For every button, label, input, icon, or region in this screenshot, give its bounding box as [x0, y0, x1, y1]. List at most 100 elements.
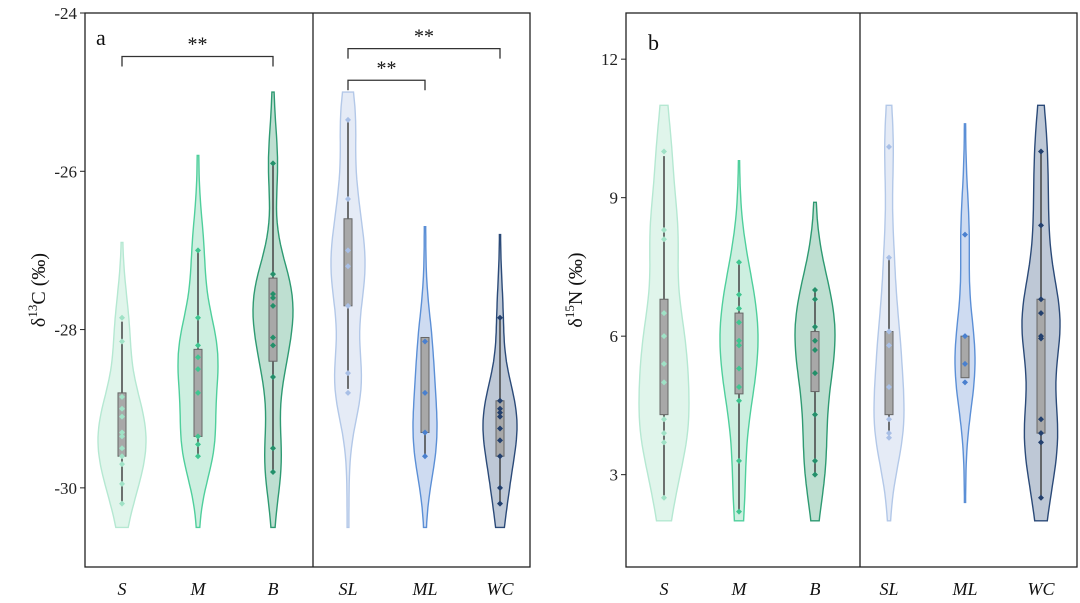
y-tick-label: 3 [610, 466, 619, 485]
violin-group-m [719, 160, 759, 522]
data-point [1038, 416, 1044, 423]
data-point [270, 294, 276, 301]
data-point [497, 314, 503, 321]
data-point [661, 439, 667, 446]
data-point [497, 405, 503, 412]
data-point [497, 453, 503, 460]
data-point [736, 365, 742, 372]
iqr-box [343, 218, 353, 307]
data-point [497, 425, 503, 432]
data-point [661, 379, 667, 386]
data-point [119, 429, 125, 436]
x-tick-label: ML [951, 579, 977, 599]
data-point [812, 296, 818, 303]
data-point [195, 453, 201, 460]
data-point [1038, 148, 1044, 155]
x-tick-label: WC [1028, 579, 1056, 599]
data-point [195, 247, 201, 254]
iqr-box [268, 277, 278, 362]
data-point [345, 302, 351, 309]
y-tick-label: -26 [54, 162, 77, 181]
y-label-superscript: 13 [25, 305, 40, 318]
data-point [736, 291, 742, 298]
data-point [345, 195, 351, 202]
data-point [736, 457, 742, 464]
y-tick-label: -30 [54, 479, 77, 498]
data-point [962, 333, 968, 340]
y-label-suffix: N (‰) [565, 252, 587, 305]
data-point [812, 471, 818, 478]
data-point [962, 360, 968, 367]
data-point [270, 271, 276, 278]
iqr-box [1036, 298, 1046, 434]
x-tick-label: ML [411, 579, 437, 599]
significance-bracket [347, 79, 426, 91]
data-point [661, 416, 667, 423]
data-point [962, 379, 968, 386]
data-point [422, 429, 428, 436]
data-point [270, 302, 276, 309]
data-point [270, 160, 276, 167]
data-point [886, 434, 892, 441]
data-point [812, 370, 818, 377]
x-tick-label: B [810, 579, 821, 599]
panel-label: b [648, 30, 659, 55]
data-point [345, 247, 351, 254]
iqr-box [810, 331, 820, 393]
data-point [195, 354, 201, 361]
data-point [497, 413, 503, 420]
data-point [497, 409, 503, 416]
panel-b: 12 9 6 3 δ15N (‰) b S M B SL ML WC [562, 12, 1078, 599]
y-axis-label: δ15N (‰) [562, 252, 587, 327]
violin-group-ml [954, 123, 976, 504]
x-tick-label: SL [338, 579, 357, 599]
data-point [1038, 296, 1044, 303]
data-point [345, 116, 351, 123]
data-point [886, 416, 892, 423]
data-point [812, 457, 818, 464]
x-tick-label: S [118, 579, 127, 599]
significance-label: ** [414, 26, 434, 48]
significance-label: ** [188, 34, 208, 56]
violin-group-b [794, 201, 836, 522]
y-label-superscript: 15 [562, 305, 577, 318]
iqr-box [659, 298, 669, 416]
data-point [812, 337, 818, 344]
significance-label: ** [377, 57, 397, 79]
y-label-prefix: δ [565, 318, 587, 327]
data-point [736, 319, 742, 326]
data-point [812, 287, 818, 293]
data-point [345, 389, 351, 396]
data-point [119, 413, 125, 420]
data-point [736, 342, 742, 349]
data-point [1038, 494, 1044, 501]
x-tick-label: WC [487, 579, 515, 599]
data-point [270, 290, 276, 297]
y-tick-label: 6 [610, 327, 619, 346]
data-point [661, 310, 667, 317]
violin-group-sl [330, 91, 366, 529]
data-point [736, 397, 742, 404]
data-point [195, 389, 201, 396]
data-point [195, 433, 201, 440]
data-point [345, 263, 351, 270]
data-point [195, 441, 201, 448]
violin-body [954, 123, 976, 504]
data-point [119, 405, 125, 412]
data-point [119, 461, 125, 468]
data-point [736, 383, 742, 390]
y-tick-label: 9 [610, 189, 619, 208]
data-point [119, 433, 125, 440]
data-point [962, 231, 968, 238]
data-point [119, 338, 125, 345]
data-point [195, 366, 201, 373]
x-tick-label: SL [879, 579, 898, 599]
x-tick-label: M [731, 579, 748, 599]
data-point [270, 342, 276, 349]
data-point [497, 397, 503, 404]
iqr-box [960, 335, 970, 379]
data-point [119, 393, 125, 400]
data-point [119, 314, 125, 321]
data-point [270, 469, 276, 476]
